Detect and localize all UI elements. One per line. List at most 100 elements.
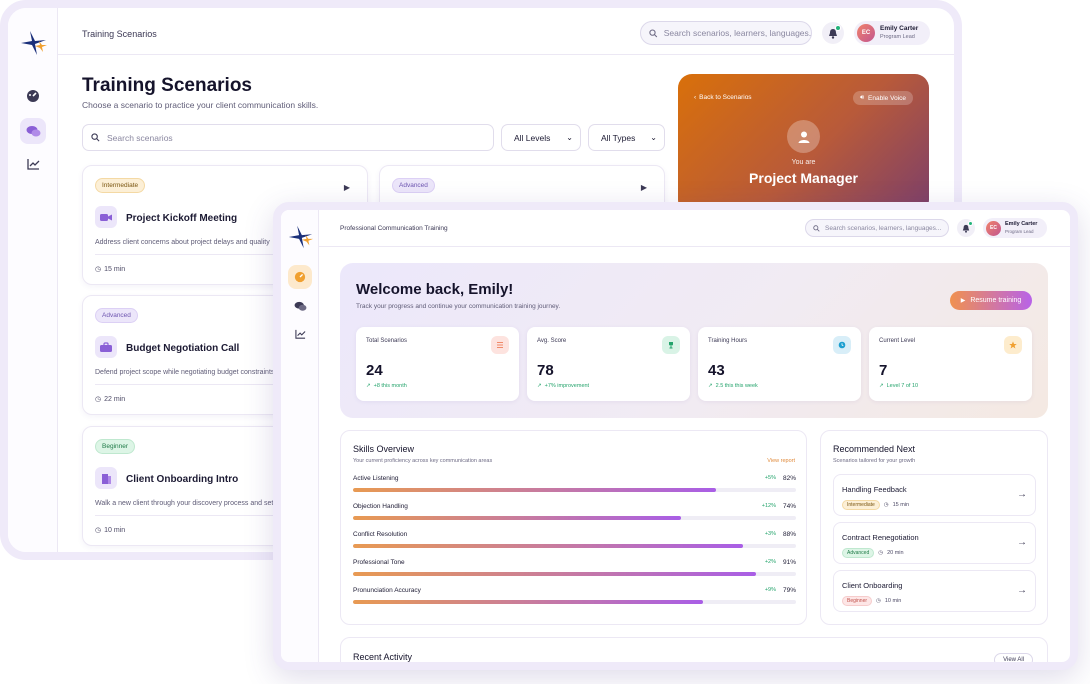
play-icon[interactable]: ▶ xyxy=(343,183,350,192)
scenario-description: Address client concerns about project de… xyxy=(95,239,270,246)
arrow-right-icon: → xyxy=(1017,537,1027,548)
chat-icon[interactable] xyxy=(288,294,312,318)
clock-icon xyxy=(833,336,851,354)
person-icon xyxy=(787,120,820,153)
trophy-icon xyxy=(662,336,680,354)
skill-progress-fill xyxy=(353,572,757,576)
list-icon xyxy=(491,336,509,354)
chat-icon[interactable] xyxy=(20,118,46,144)
search-icon xyxy=(813,224,820,232)
skill-progress-bar xyxy=(353,488,796,492)
global-search-input[interactable]: Search scenarios, learners, languages... xyxy=(805,219,949,237)
skill-progress-fill xyxy=(353,600,703,604)
trend-up-icon: ↗ xyxy=(708,383,713,389)
chevron-down-icon: ⌄ xyxy=(566,133,573,142)
user-role: Program Lead xyxy=(880,33,915,40)
resume-training-button[interactable]: ▶ Resume training xyxy=(950,291,1032,310)
role-title: Project Manager xyxy=(749,170,858,186)
skills-title: Skills Overview xyxy=(353,444,415,454)
recommended-title: Recommended Next xyxy=(833,444,916,454)
chevron-left-icon: ‹ xyxy=(694,94,697,101)
arrow-right-icon: → xyxy=(1017,489,1027,500)
recommended-item[interactable]: Handling Feedback Intermediate ◷ 15 min → xyxy=(833,474,1036,516)
role-card: ‹ Back to Scenarios 🔊︎ Enable Voice You … xyxy=(678,74,929,214)
user-menu[interactable]: EC Emily Carter Program Lead xyxy=(983,218,1047,238)
stat-card-total-scenarios: Total Scenarios 24 ↗ +8 this month xyxy=(356,327,519,401)
skill-progress-bar xyxy=(353,572,796,576)
clock-icon: ◷ xyxy=(95,396,102,403)
search-icon xyxy=(91,133,100,142)
scenario-title: Project Kickoff Meeting xyxy=(126,213,238,224)
top-header: Professional Communication Training Sear… xyxy=(319,210,1070,247)
header-title: Training Scenarios xyxy=(82,29,157,39)
stat-card-current-level: Current Level 7 ↗ Level 7 of 10 xyxy=(869,327,1032,401)
skill-progress-fill xyxy=(353,516,681,520)
analytics-icon[interactable] xyxy=(288,322,312,346)
view-report-link[interactable]: View report xyxy=(767,458,795,464)
scenario-duration: ◷ 10 min xyxy=(95,526,126,535)
skill-progress-bar xyxy=(353,600,796,604)
play-icon[interactable]: ▶ xyxy=(640,183,647,192)
recent-activity-title: Recent Activity xyxy=(353,652,413,662)
scenario-title: Client Onboarding Intro xyxy=(126,474,239,485)
dashboard-icon[interactable] xyxy=(20,83,46,109)
difficulty-badge: Intermediate xyxy=(95,178,146,193)
notification-dot xyxy=(835,25,841,31)
sidebar xyxy=(8,8,58,552)
skill-row: Conflict Resolution +3% 88% xyxy=(353,531,796,551)
scenario-description: Defend project scope while negotiating b… xyxy=(95,369,275,376)
user-name: Emily Carter xyxy=(880,25,919,32)
analytics-icon[interactable] xyxy=(20,151,46,177)
difficulty-badge: Advanced xyxy=(95,308,138,323)
avatar: EC xyxy=(986,220,1001,236)
user-menu[interactable]: EC Emily Carter Program Lead xyxy=(854,21,930,45)
back-to-scenarios-link[interactable]: ‹ Back to Scenarios xyxy=(694,94,752,101)
skills-subtitle: Your current proficiency across key comm… xyxy=(353,458,493,464)
star-icon xyxy=(1004,336,1022,354)
recommended-panel: Recommended Next Scenarios tailored for … xyxy=(820,430,1048,625)
enable-voice-button[interactable]: 🔊︎ Enable Voice xyxy=(852,91,913,105)
user-name: Emily Carter xyxy=(1005,221,1038,227)
recommended-item[interactable]: Client Onboarding Beginner ◷ 10 min → xyxy=(833,570,1036,612)
recent-activity-panel: Recent Activity View All xyxy=(340,637,1048,662)
top-header: Training Scenarios Search scenarios, lea… xyxy=(58,8,954,55)
notification-bell-icon[interactable] xyxy=(822,22,844,44)
avatar: EC xyxy=(857,24,875,42)
notification-dot xyxy=(968,221,973,226)
scenario-description: Walk a new client through your discovery… xyxy=(95,500,274,507)
app-logo xyxy=(286,223,314,256)
dashboard-icon[interactable] xyxy=(288,265,312,289)
clock-icon: ◷ xyxy=(876,598,881,604)
difficulty-badge: Beginner xyxy=(95,439,136,454)
app-logo xyxy=(18,28,48,63)
welcome-subtitle: Track your progress and continue your co… xyxy=(356,303,561,310)
you-are-label: You are xyxy=(791,159,816,166)
clock-icon: ◷ xyxy=(95,266,102,273)
recommended-item[interactable]: Contract Renegotiation Advanced ◷ 20 min … xyxy=(833,522,1036,564)
skill-progress-fill xyxy=(353,488,717,492)
dashboard-window: Professional Communication Training Sear… xyxy=(273,202,1078,670)
difficulty-badge: Advanced xyxy=(842,548,875,558)
page-title: Training Scenarios xyxy=(82,75,252,96)
stat-card-training-hours: Training Hours 43 ↗ 2.5 this this week xyxy=(698,327,861,401)
trend-up-icon: ↗ xyxy=(537,383,542,389)
page-subtitle: Choose a scenario to practice your clien… xyxy=(82,100,319,110)
video-icon xyxy=(95,206,117,228)
scenario-duration: ◷ 22 min xyxy=(95,395,126,404)
chevron-down-icon: ⌄ xyxy=(650,133,657,142)
skill-row: Pronunciation Accuracy +9% 79% xyxy=(353,587,796,607)
search-icon xyxy=(649,28,658,37)
global-search-input[interactable]: Search scenarios, learners, languages... xyxy=(640,21,812,45)
scenario-search-input[interactable]: Search scenarios xyxy=(82,124,494,151)
scenario-title: Budget Negotiation Call xyxy=(126,343,240,354)
scenario-duration: ◷ 15 min xyxy=(95,265,126,274)
skill-row: Active Listening +5% 82% xyxy=(353,475,796,495)
skill-progress-bar xyxy=(353,544,796,548)
header-title: Professional Communication Training xyxy=(340,225,448,232)
skills-overview-panel: Skills Overview Your current proficiency… xyxy=(340,430,807,625)
level-filter-select[interactable]: All Levels ⌄ xyxy=(501,124,581,151)
view-all-button[interactable]: View All xyxy=(994,653,1033,662)
briefcase-icon xyxy=(95,336,117,358)
notification-bell-icon[interactable] xyxy=(957,219,975,237)
type-filter-select[interactable]: All Types ⌄ xyxy=(588,124,665,151)
